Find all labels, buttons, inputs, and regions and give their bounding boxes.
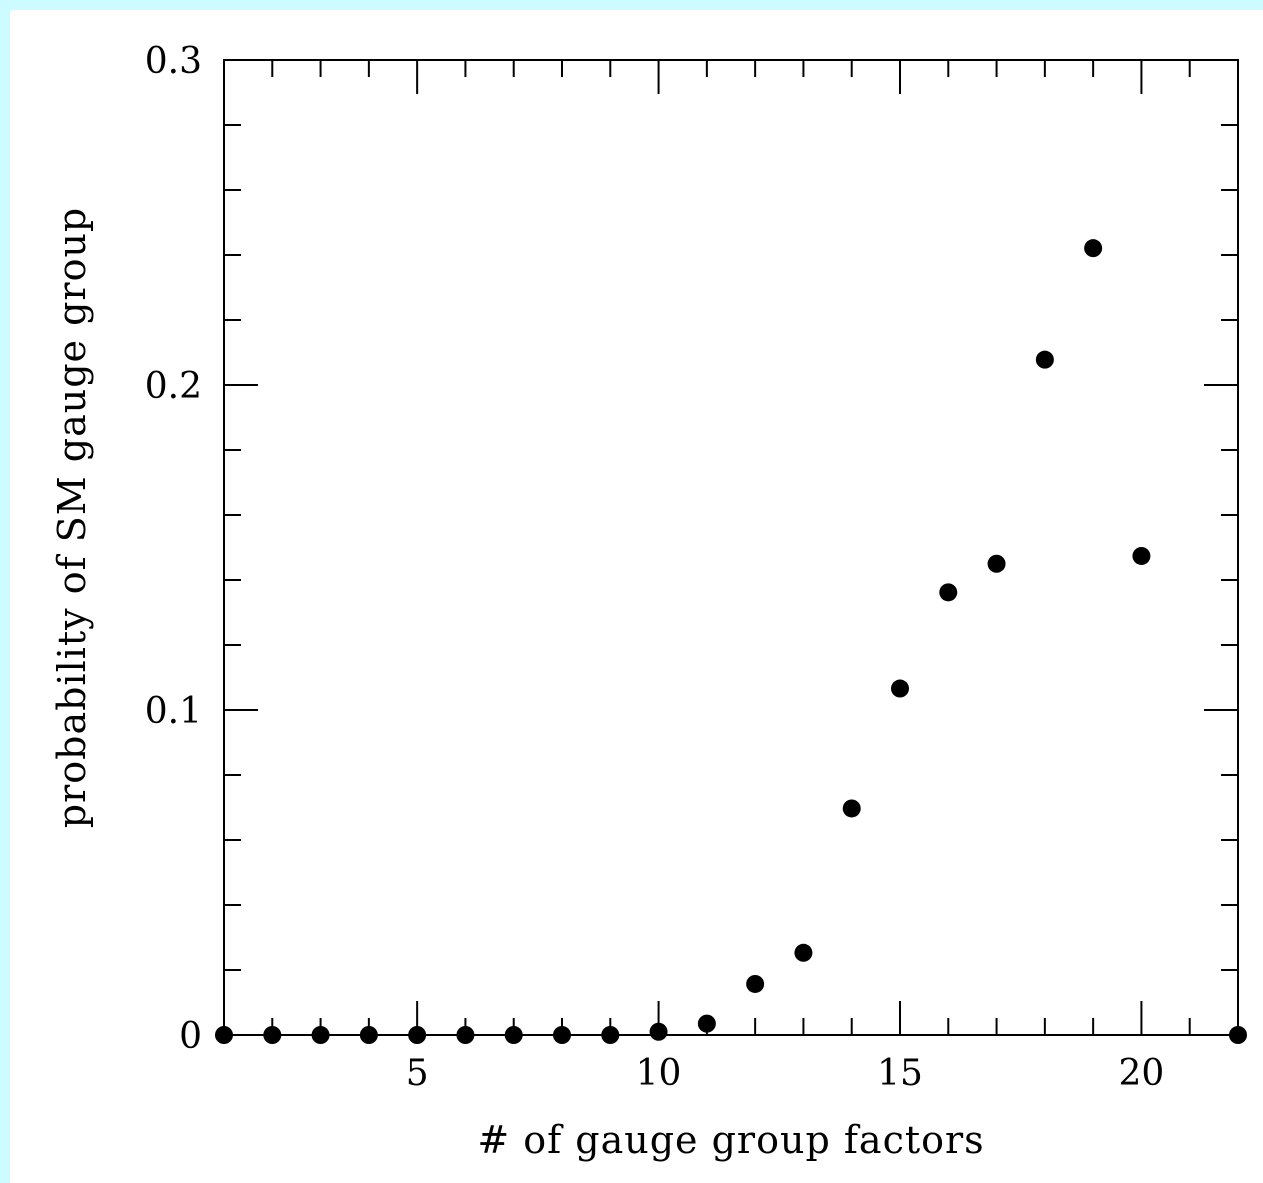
data-point [987, 554, 1006, 573]
data-points [215, 239, 1247, 1044]
y-tick-label: 0 [179, 1016, 202, 1057]
y-tick-label: 0.2 [145, 366, 202, 407]
chart-frame [10, 10, 1263, 1183]
data-point [1132, 546, 1151, 565]
data-point [1035, 350, 1054, 369]
plot-area-border [223, 59, 1239, 1036]
data-point [408, 1026, 427, 1044]
x-tick-label: 15 [877, 1053, 923, 1094]
data-point [746, 974, 765, 993]
data-point [311, 1026, 330, 1044]
data-point [263, 1026, 282, 1044]
y-axis-title: probability of SM gauge group [50, 207, 94, 829]
y-tick-label: 0.3 [145, 41, 202, 82]
y-tick-label: 0.1 [145, 691, 202, 732]
x-tick-label: 20 [1119, 1053, 1165, 1094]
data-point [649, 1022, 668, 1041]
data-point [842, 799, 861, 818]
data-point [1084, 239, 1103, 258]
data-point [359, 1026, 378, 1044]
data-point [939, 583, 958, 602]
data-point [553, 1026, 571, 1044]
data-point [1229, 1026, 1247, 1044]
data-point [697, 1014, 716, 1033]
data-point [891, 679, 909, 698]
data-point [794, 943, 813, 962]
x-tick-label: 5 [406, 1053, 429, 1094]
x-tick-label: 10 [636, 1053, 682, 1094]
data-point [504, 1026, 523, 1044]
data-point [456, 1026, 475, 1044]
y-tick-labels: 0 0.1 0.2 0.3 [145, 41, 202, 1057]
data-point [601, 1026, 620, 1044]
data-point [215, 1026, 233, 1044]
x-tick-labels: 5 10 15 20 [406, 1053, 1165, 1094]
axis-ticks [223, 59, 1239, 1036]
x-axis-title: # of gauge group factors [477, 1118, 984, 1162]
